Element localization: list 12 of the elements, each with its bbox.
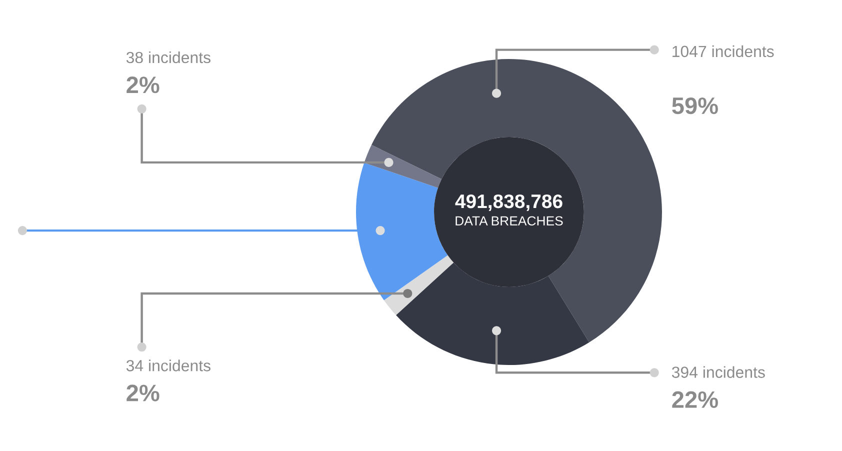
text: 491,838,786 <box>455 194 562 212</box>
donut-slice <box>371 59 662 342</box>
data-label: 2% <box>126 76 160 94</box>
slice-label: 38 incidents <box>126 51 210 64</box>
slice-label: 1047 incidents <box>672 45 774 58</box>
slice-label: 394 incidents <box>672 366 765 378</box>
data-label: 59% <box>672 97 718 114</box>
slice-label: 34 incidents <box>126 360 210 372</box>
text: DATA BREACHES <box>456 216 563 226</box>
donut-slice <box>384 255 454 316</box>
data-label: 2% <box>126 384 160 402</box>
data-label: 22% <box>672 391 718 408</box>
